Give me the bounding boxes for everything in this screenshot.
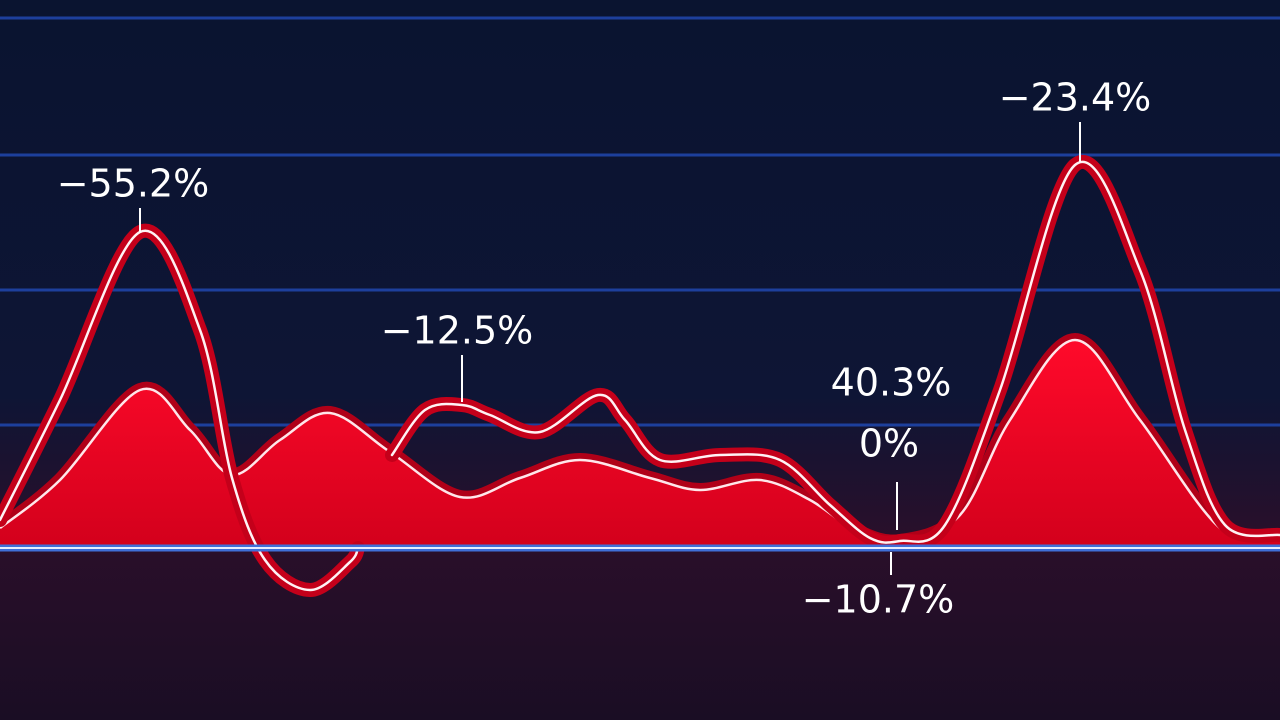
line [390, 160, 1280, 544]
annotation: −55.2% [57, 162, 210, 206]
line [0, 229, 360, 592]
curves [0, 155, 1280, 597]
annotation: 40.3% [831, 361, 952, 405]
annotation: −12.5% [381, 309, 534, 353]
annotation: 0% [859, 422, 919, 466]
guide-lines [0, 16, 1280, 427]
annotation: −23.4% [999, 76, 1152, 120]
area [0, 340, 1280, 548]
annotation: −10.7% [802, 578, 955, 622]
area-edge [0, 338, 1280, 543]
leader-lines [139, 122, 1081, 575]
